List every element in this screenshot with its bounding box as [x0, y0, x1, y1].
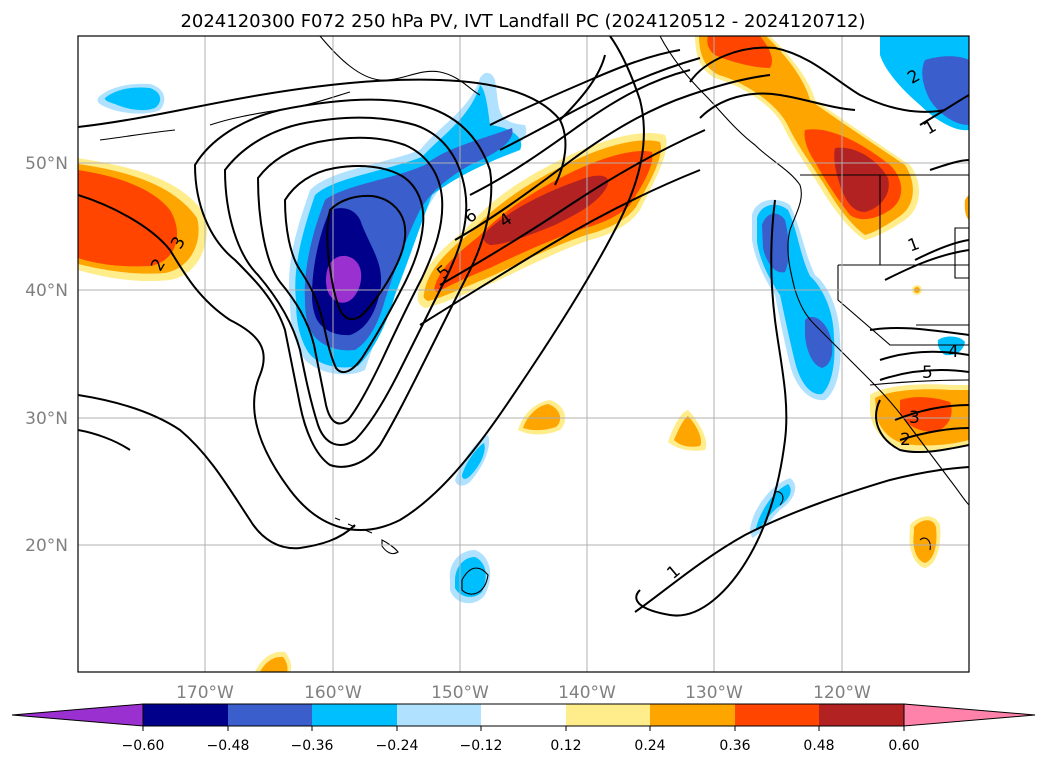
- lat-label: 20°N: [25, 536, 68, 556]
- lat-label: 40°N: [25, 281, 68, 301]
- figure-title: 2024120300 F072 250 hPa PV, IVT Landfall…: [180, 11, 865, 32]
- lon-label: 140°W: [558, 683, 616, 703]
- lat-label: 30°N: [25, 409, 68, 429]
- colorbar-tick-label: 0.36: [719, 738, 750, 754]
- contour-label: 5: [922, 363, 933, 383]
- lon-label: 120°W: [813, 683, 871, 703]
- colorbar-tick-label: −0.36: [291, 738, 334, 754]
- contour-label: 2: [900, 430, 911, 450]
- pv-contours: [78, 36, 969, 617]
- colorbar-tick-label: −0.60: [122, 738, 165, 754]
- map-panel[interactable]: 3 2 6 4 5 2 1 1 4 5 3 2 1: [78, 36, 969, 672]
- colorbar-tick-label: 0.24: [634, 738, 665, 754]
- contour-label: 3: [909, 408, 920, 428]
- map-frame: [77, 35, 970, 673]
- longitude-labels: 170°W 160°W 150°W 140°W 130°W 120°W: [176, 683, 871, 703]
- lon-label: 150°W: [431, 683, 489, 703]
- colorbar-bin: [312, 704, 397, 726]
- colorbar-bin: [143, 704, 228, 726]
- colorbar: −0.60 −0.48 −0.36 −0.24 −0.12 0.12 0.24 …: [11, 703, 1036, 754]
- colorbar-bin: [228, 704, 312, 726]
- colorbar-bin: [735, 704, 819, 726]
- lon-label: 130°W: [685, 683, 743, 703]
- colorbar-frame: [142, 703, 905, 727]
- colorbar-bin: [397, 704, 481, 726]
- latitude-labels: 50°N 40°N 30°N 20°N: [25, 154, 68, 556]
- colorbar-under-extension: [11, 703, 144, 727]
- contour-label: 4: [948, 342, 959, 362]
- colorbar-bin: [481, 704, 566, 726]
- colorbar-over-extension: [903, 703, 1036, 727]
- colorbar-bin: [650, 704, 735, 726]
- colorbar-tick-label: 0.48: [803, 738, 834, 754]
- colorbar-tick-label: 0.60: [888, 738, 919, 754]
- lon-label: 160°W: [304, 683, 362, 703]
- colorbar-bin: [819, 704, 904, 726]
- colorbar-tick-label: −0.48: [207, 738, 250, 754]
- colorbar-bin: [566, 704, 650, 726]
- lat-label: 50°N: [25, 154, 68, 174]
- lon-label: 170°W: [176, 683, 234, 703]
- colorbar-tick-label: −0.24: [376, 738, 419, 754]
- colorbar-tick-label: 0.12: [550, 738, 581, 754]
- colorbar-tick-label: −0.12: [460, 738, 503, 754]
